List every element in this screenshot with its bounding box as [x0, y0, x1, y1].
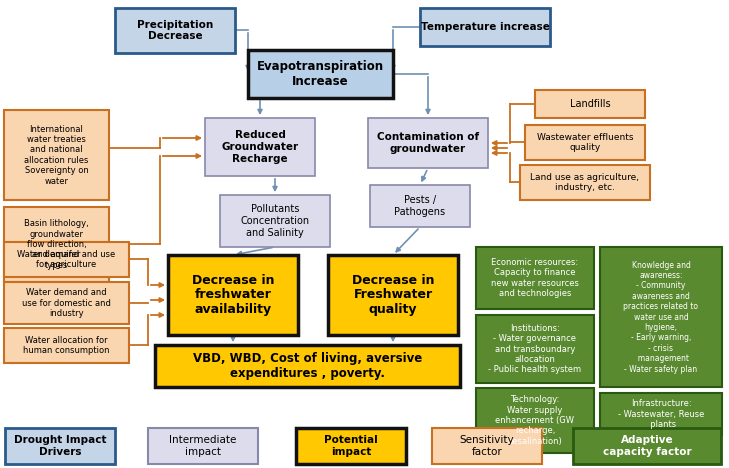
Text: Economic resources:
Capacity to finance
new water resources
and technologies: Economic resources: Capacity to finance …	[491, 258, 579, 298]
Text: Land use as agriculture,
industry, etc.: Land use as agriculture, industry, etc.	[531, 173, 639, 192]
Text: Landfills: Landfills	[569, 99, 610, 109]
FancyBboxPatch shape	[535, 90, 645, 118]
Text: Temperature increase: Temperature increase	[421, 22, 550, 32]
FancyBboxPatch shape	[205, 118, 315, 176]
Text: VBD, WBD, Cost of living, aversive
expenditures , poverty.: VBD, WBD, Cost of living, aversive expen…	[193, 352, 422, 380]
FancyBboxPatch shape	[476, 315, 594, 383]
FancyBboxPatch shape	[328, 255, 458, 335]
Text: Adaptive
capacity factor: Adaptive capacity factor	[603, 435, 691, 457]
Text: Potential
impact: Potential impact	[324, 435, 378, 457]
FancyBboxPatch shape	[4, 282, 129, 324]
Text: Evapotranspiration
Increase: Evapotranspiration Increase	[257, 60, 384, 88]
Text: Pests /
Pathogens: Pests / Pathogens	[394, 195, 445, 217]
Text: Water allocation for
human consumption: Water allocation for human consumption	[23, 336, 110, 355]
Text: Reduced
Groundwater
Recharge: Reduced Groundwater Recharge	[222, 131, 299, 164]
Text: Basin lithology,
groundwater
flow direction,
and aquifer
types: Basin lithology, groundwater flow direct…	[24, 219, 89, 270]
Text: Pollutants
Concentration
and Salinity: Pollutants Concentration and Salinity	[241, 205, 310, 238]
Text: Sensitivity
factor: Sensitivity factor	[460, 435, 515, 457]
FancyBboxPatch shape	[476, 247, 594, 309]
FancyBboxPatch shape	[148, 428, 258, 464]
Text: Intermediate
impact: Intermediate impact	[169, 435, 237, 457]
FancyBboxPatch shape	[600, 393, 722, 435]
Text: Institutions:
- Water governance
and transboundary
allocation
- Public health sy: Institutions: - Water governance and tra…	[488, 324, 582, 374]
FancyBboxPatch shape	[370, 185, 470, 227]
Text: Water demand and
use for domestic and
industry: Water demand and use for domestic and in…	[22, 288, 111, 318]
FancyBboxPatch shape	[432, 428, 542, 464]
FancyBboxPatch shape	[476, 388, 594, 453]
Text: Technology:
Water supply
enhancement (GW
recharge,
desalination): Technology: Water supply enhancement (GW…	[496, 395, 574, 446]
Text: International
water treaties
and national
allocation rules
Sovereignty on
water: International water treaties and nationa…	[24, 124, 89, 185]
FancyBboxPatch shape	[4, 110, 109, 200]
FancyBboxPatch shape	[4, 242, 129, 277]
FancyBboxPatch shape	[520, 165, 650, 200]
Text: Knowledge and
awareness:
- Community
awareness and
practices related to
water us: Knowledge and awareness: - Community awa…	[623, 261, 698, 373]
Text: Decrease in
Freshwater
quality: Decrease in Freshwater quality	[352, 273, 434, 316]
FancyBboxPatch shape	[600, 247, 722, 387]
FancyBboxPatch shape	[4, 207, 109, 282]
Text: Water demand and use
for agriculture: Water demand and use for agriculture	[17, 250, 116, 269]
FancyBboxPatch shape	[525, 125, 645, 160]
FancyBboxPatch shape	[420, 8, 550, 46]
FancyBboxPatch shape	[4, 328, 129, 363]
Text: Drought Impact
Drivers: Drought Impact Drivers	[14, 435, 106, 457]
FancyBboxPatch shape	[296, 428, 406, 464]
FancyBboxPatch shape	[5, 428, 115, 464]
Text: Precipitation
Decrease: Precipitation Decrease	[137, 20, 213, 41]
Text: Decrease in
freshwater
availability: Decrease in freshwater availability	[192, 273, 274, 316]
Text: Wastewater effluents
quality: Wastewater effluents quality	[537, 133, 634, 152]
FancyBboxPatch shape	[115, 8, 235, 53]
FancyBboxPatch shape	[220, 195, 330, 247]
Text: Contamination of
groundwater: Contamination of groundwater	[377, 132, 479, 154]
FancyBboxPatch shape	[168, 255, 298, 335]
FancyBboxPatch shape	[573, 428, 721, 464]
FancyBboxPatch shape	[155, 345, 460, 387]
Text: Infrastructure:
- Wastewater, Reuse
  plants: Infrastructure: - Wastewater, Reuse plan…	[617, 399, 704, 429]
FancyBboxPatch shape	[368, 118, 488, 168]
FancyBboxPatch shape	[248, 50, 393, 98]
